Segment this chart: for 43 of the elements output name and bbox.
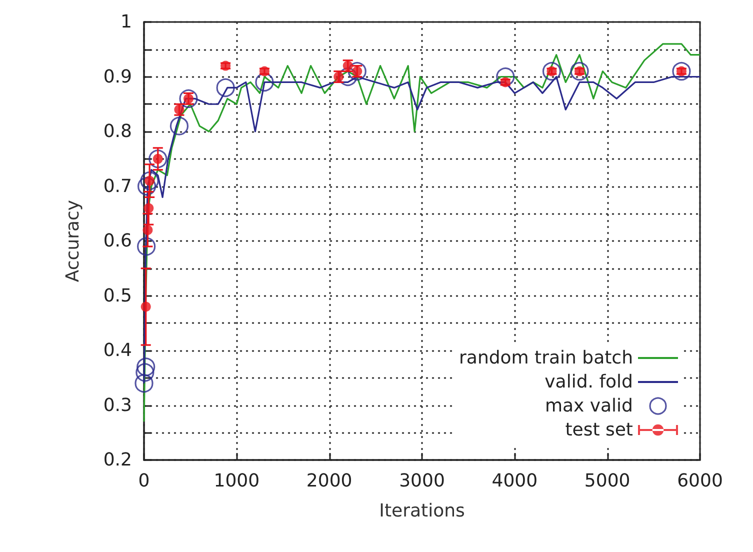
point bbox=[137, 237, 156, 256]
point bbox=[179, 89, 198, 108]
y-tick-label: 0.9 bbox=[103, 66, 132, 88]
y-tick-label: 1 bbox=[120, 12, 132, 32]
point bbox=[672, 62, 691, 81]
line-series bbox=[143, 43, 701, 422]
point bbox=[338, 67, 358, 86]
point bbox=[134, 374, 154, 393]
x-axis-title: Iterations bbox=[379, 500, 465, 522]
point bbox=[570, 62, 589, 81]
point bbox=[148, 150, 168, 168]
point bbox=[348, 62, 366, 81]
point bbox=[496, 67, 515, 86]
x-tick-label: 4000 bbox=[492, 470, 538, 492]
x-tick-label: 6000 bbox=[677, 470, 723, 492]
legend-label: test set bbox=[565, 420, 633, 440]
y-tick-label: 0.7 bbox=[103, 176, 132, 197]
y-tick-label: 0.5 bbox=[103, 285, 132, 306]
point bbox=[170, 116, 189, 136]
legend-label: valid. fold bbox=[544, 372, 633, 392]
point bbox=[140, 171, 159, 190]
point bbox=[136, 358, 156, 376]
x-tick-label: 1000 bbox=[214, 470, 260, 492]
x-tick-label: 5000 bbox=[584, 470, 630, 492]
x-tick-label: 2000 bbox=[306, 470, 352, 492]
legend-label: max valid bbox=[544, 396, 633, 416]
point bbox=[140, 302, 151, 312]
point bbox=[142, 225, 153, 236]
y-axis-title: Accuracy bbox=[62, 200, 84, 282]
y-tick-label: 0.6 bbox=[103, 230, 132, 252]
legend-label: random train batch bbox=[459, 348, 633, 368]
x-tick-label: 3000 bbox=[399, 470, 445, 492]
point bbox=[542, 62, 562, 81]
point bbox=[255, 72, 274, 92]
y-tick-label: 0.3 bbox=[103, 394, 132, 416]
x-tick-label: 0 bbox=[138, 470, 150, 492]
y-tick-label: 0.2 bbox=[103, 450, 132, 470]
point bbox=[136, 363, 154, 382]
point bbox=[216, 78, 235, 97]
point bbox=[137, 176, 156, 196]
y-tick-label: 0.4 bbox=[103, 340, 132, 361]
y-tick-label: 0.8 bbox=[103, 121, 132, 142]
point bbox=[144, 203, 154, 214]
